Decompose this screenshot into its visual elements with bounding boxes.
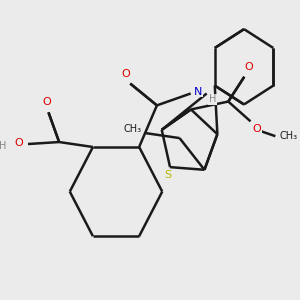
Text: H: H xyxy=(0,141,7,151)
Text: CH₃: CH₃ xyxy=(123,124,141,134)
Text: O: O xyxy=(122,69,130,79)
Text: N: N xyxy=(194,86,202,97)
Text: O: O xyxy=(15,138,23,148)
Text: CH₃: CH₃ xyxy=(280,131,298,141)
Text: O: O xyxy=(252,124,261,134)
Text: O: O xyxy=(42,98,51,107)
Text: H: H xyxy=(209,94,217,104)
Text: O: O xyxy=(244,62,253,72)
Text: S: S xyxy=(165,170,172,180)
